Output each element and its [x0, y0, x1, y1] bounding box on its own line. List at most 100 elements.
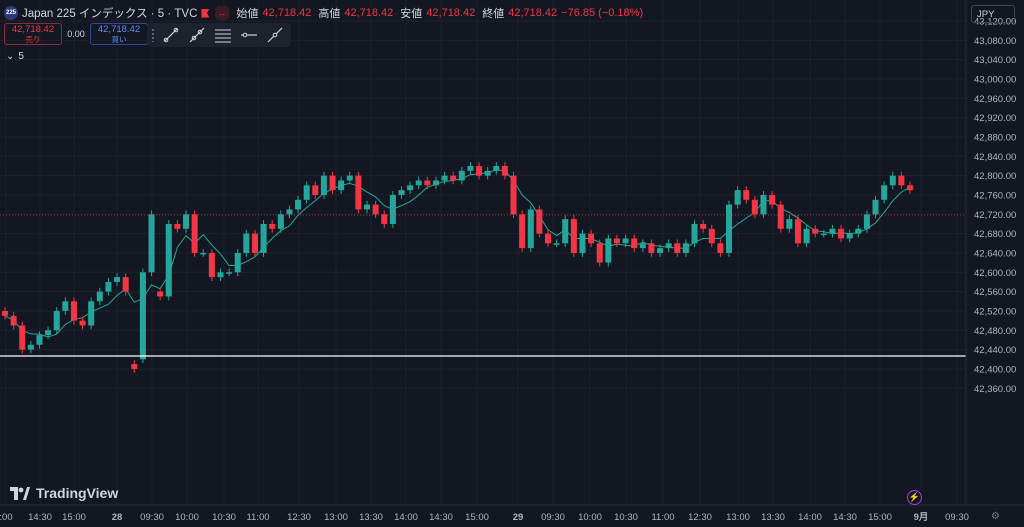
candle-body — [200, 252, 207, 255]
candle — [872, 195, 879, 219]
horizontal-ray-icon[interactable] — [239, 25, 259, 45]
candle — [407, 181, 414, 195]
candle — [631, 234, 638, 252]
brand-name: TradingView — [36, 485, 119, 501]
candle-body — [45, 330, 52, 336]
candle — [657, 244, 664, 257]
chevron-down-icon[interactable]: ⌄ — [6, 51, 15, 62]
candle — [131, 360, 138, 373]
candle-body — [820, 233, 827, 236]
candle-body — [277, 214, 284, 229]
candle — [769, 191, 776, 209]
candle-body — [898, 175, 905, 186]
close-label: 終値 — [482, 8, 505, 20]
candle-body — [631, 238, 638, 249]
candle-body — [174, 223, 181, 229]
candle-body — [743, 190, 750, 200]
y-tick-label: 42,520.00 — [974, 306, 1016, 317]
candle — [398, 186, 405, 199]
candle — [527, 205, 534, 252]
candle — [234, 249, 241, 277]
candle-body — [872, 199, 879, 215]
candle — [303, 181, 310, 204]
candle-body — [329, 175, 336, 191]
candle-body — [717, 243, 724, 253]
x-tick-label: 10:00 — [175, 512, 199, 523]
candle — [122, 273, 129, 296]
candle-body — [751, 199, 758, 215]
candle — [269, 220, 276, 233]
indicator-legend[interactable]: ⌄ 5 — [6, 51, 24, 62]
candle-body — [588, 233, 595, 244]
candle — [70, 297, 77, 325]
candle-body — [536, 209, 543, 234]
ma-line — [4, 169, 911, 338]
candle — [27, 340, 34, 354]
candle-body — [407, 185, 414, 191]
candle-body — [665, 243, 672, 249]
candle-body — [251, 233, 258, 253]
candle-body — [622, 238, 629, 244]
gear-icon[interactable]: ⚙ — [991, 511, 1000, 522]
candle — [208, 249, 215, 281]
y-tick-label: 42,600.00 — [974, 268, 1016, 279]
x-tick-label: 29 — [513, 512, 524, 523]
market-status-icon[interactable]: ↔ — [215, 6, 230, 20]
candle — [820, 229, 827, 238]
candle — [794, 215, 801, 248]
candle-body — [243, 233, 250, 253]
candle-body — [889, 175, 896, 186]
currency-selector[interactable]: JPY — [971, 5, 1015, 23]
candle-body — [27, 344, 34, 350]
candle-body — [657, 248, 664, 253]
y-tick-label: 42,720.00 — [974, 210, 1016, 221]
ray-icon[interactable] — [187, 25, 207, 45]
candle — [622, 234, 629, 248]
candle — [355, 171, 362, 214]
buy-button[interactable]: 42,718.42 買い — [90, 23, 148, 45]
candle-body — [682, 243, 689, 253]
change-value: −76.85 (−0.18%) — [561, 7, 644, 19]
lightning-icon[interactable]: ⚡ — [907, 490, 922, 505]
candle — [501, 162, 508, 180]
candle — [777, 200, 784, 233]
candle-body — [725, 204, 733, 253]
candle — [596, 239, 603, 267]
candle-body — [338, 180, 345, 191]
y-tick-label: 42,440.00 — [974, 345, 1016, 356]
candle — [295, 195, 302, 214]
candle-body — [579, 233, 586, 253]
drag-handle-icon[interactable] — [151, 28, 155, 42]
tradingview-logo[interactable]: TradingView — [10, 485, 118, 501]
tradingview-icon — [10, 486, 30, 500]
x-tick-label: 9月 — [914, 512, 929, 523]
candle — [329, 171, 336, 195]
candle — [863, 210, 870, 233]
parallel-lines-icon[interactable] — [213, 25, 233, 45]
x-tick-label: 15:00 — [868, 512, 892, 523]
candle-body — [863, 214, 870, 229]
symbol-title[interactable]: Japan 225 インデックス · 5 · TVC — [22, 8, 198, 20]
candle-body — [191, 214, 198, 253]
candle — [251, 229, 258, 257]
moving-average — [4, 169, 911, 338]
x-tick-label: 14:00 — [394, 512, 418, 523]
flag-icon[interactable] — [201, 8, 210, 18]
candle — [19, 321, 26, 354]
candle-body — [260, 223, 267, 253]
extended-line-icon[interactable] — [265, 25, 285, 45]
candle — [829, 224, 836, 238]
x-tick-label: 14:00 — [798, 512, 822, 523]
candle-body — [467, 165, 474, 171]
candle — [786, 215, 793, 233]
candle — [717, 239, 724, 257]
sell-button[interactable]: 42,718.42 売り — [4, 23, 62, 45]
candle-body — [122, 277, 129, 292]
candle — [200, 249, 207, 257]
symbol-badge[interactable]: 225 — [4, 6, 18, 20]
x-tick-label: 15:00 — [62, 512, 86, 523]
candle-body — [208, 252, 215, 278]
trend-line-icon[interactable] — [161, 25, 181, 45]
candle — [613, 234, 620, 248]
